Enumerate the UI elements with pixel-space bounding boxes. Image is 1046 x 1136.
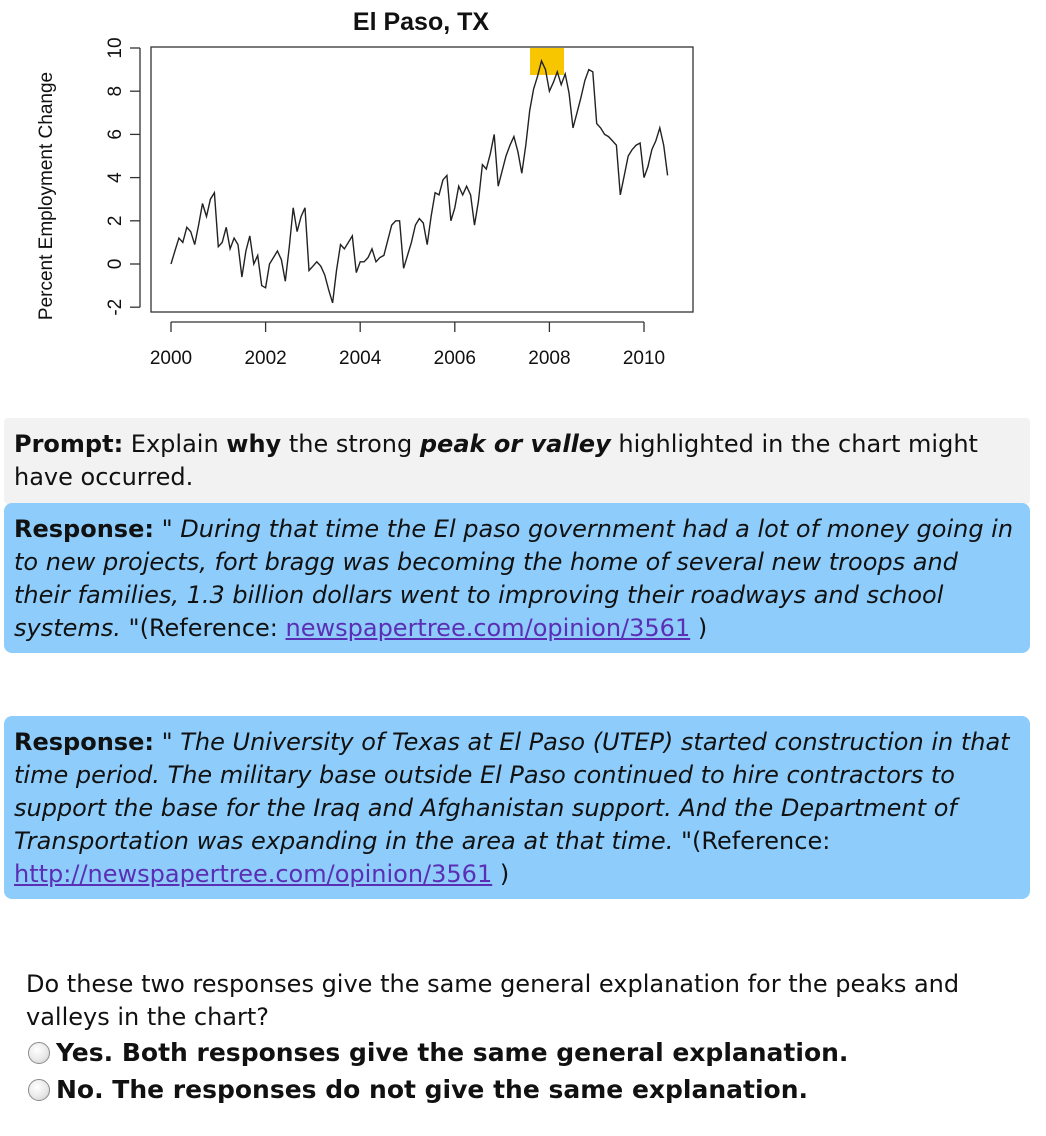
prompt-box: Prompt: Explain why the strong peak or v… [4,418,1030,504]
prompt-text-3: highlighted in the chart might have occu… [14,430,978,491]
option-no[interactable]: No. The responses do not give the same e… [28,1075,808,1104]
option-yes-label: Yes. Both responses give the same genera… [56,1038,849,1067]
response-card-2: Response: " The University of Texas at E… [4,716,1030,899]
response-label: Response: [14,728,154,756]
x-tick-label: 2006 [434,348,476,369]
y-tick-label: 2 [105,216,126,227]
x-tick-label: 2002 [244,348,286,369]
y-tick-label: 10 [105,37,126,58]
x-tick-label: 2000 [150,348,192,369]
x-tick-label: 2010 [623,348,665,369]
question-text: Do these two responses give the same gen… [26,970,960,1031]
option-no-label: No. The responses do not give the same e… [56,1075,809,1104]
x-tick-label: 2008 [528,348,570,369]
reference-link[interactable]: http://newspapertree.com/opinion/3561 [14,860,493,888]
prompt-text-1: Explain [123,430,227,458]
peak-highlight [530,47,565,75]
reference-suffix: ) [690,614,708,642]
y-tick-label: 6 [105,129,126,140]
prompt-label: Prompt: [14,430,124,458]
option-yes[interactable]: Yes. Both responses give the same genera… [28,1038,848,1067]
prompt-text-2: the strong [281,430,420,458]
reference-link[interactable]: newspapertree.com/opinion/3561 [285,614,691,642]
response-quote: " The University of Texas at El Paso (UT… [14,728,1010,855]
y-tick-label: 8 [105,86,126,97]
employment-chart: El Paso, TX Percent Employment Change 20… [36,8,694,369]
response-label: Response: [14,515,154,543]
x-tick-label: 2004 [339,348,382,369]
y-tick-label: 0 [105,259,126,270]
reference-prefix: (Reference: [139,614,286,642]
y-tick-label: 4 [105,172,126,183]
response-quote: " During that time the El paso governmen… [14,515,1014,642]
reference-suffix: ) [492,860,510,888]
prompt-bold-why: why [226,430,282,458]
reference-prefix: (Reference: [692,827,831,855]
prompt-emphasis: peak or valley [419,430,611,458]
y-axis-label: Percent Employment Change [36,72,57,320]
series-line [170,58,669,304]
radio-yes[interactable] [28,1041,50,1064]
chart-title: El Paso, TX [353,8,489,36]
y-tick-label: -2 [105,299,126,316]
radio-no[interactable] [28,1078,50,1101]
plot-frame [150,46,694,313]
response-card-1: Response: " During that time the El paso… [4,503,1030,653]
